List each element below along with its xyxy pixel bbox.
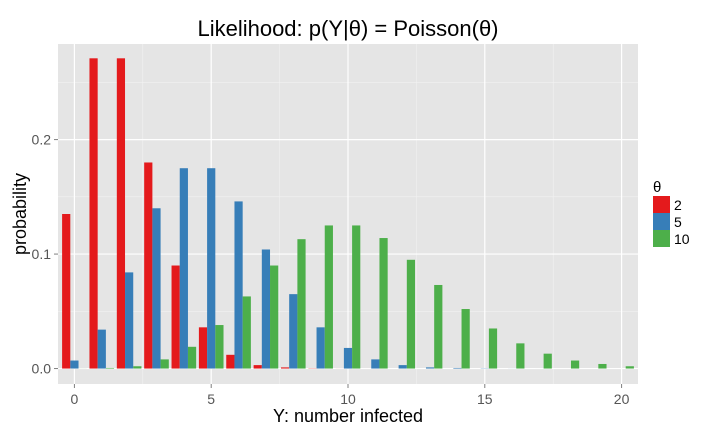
bar-theta-10 [406,259,416,369]
bar-theta-10 [270,265,279,369]
bar-theta-10 [570,360,580,369]
x-tick-label: 20 [614,391,630,407]
bar-theta-2 [226,354,235,369]
bar-theta-10 [352,225,361,369]
bar-theta-10 [105,367,115,369]
x-tick-label: 0 [71,391,79,407]
bar-theta-5 [371,359,380,369]
bar-theta-5 [316,327,325,369]
x-tick-label: 15 [477,391,493,407]
x-axis-title: Y: number infected [273,406,423,426]
bar-theta-5 [343,347,353,369]
bar-theta-5 [152,208,161,369]
bar-theta-10 [488,328,498,369]
bar-theta-10 [598,363,607,369]
bar-theta-5 [125,272,134,369]
bar-theta-10 [215,325,224,369]
bar-theta-5 [289,294,298,369]
bar-theta-10 [516,343,525,369]
bar-theta-2 [144,162,153,369]
x-axis: 0 5 10 15 20 [71,384,630,407]
y-tick-label: 0.1 [32,246,52,262]
bar-theta-10 [133,366,142,369]
bar-theta-5 [234,201,243,369]
legend-label-5: 5 [674,214,682,230]
legend-swatch-5 [653,213,670,230]
bar-theta-10 [379,238,388,369]
bar-theta-2 [89,58,98,369]
bar-theta-2 [198,327,208,369]
x-tick-label: 5 [207,391,215,407]
legend-title: θ [653,179,661,196]
bar-theta-10 [324,225,333,369]
bar-theta-10 [160,359,169,369]
bar-theta-5 [207,168,216,369]
y-axis: 0.0 0.1 0.2 [32,132,58,377]
bar-theta-10 [461,309,470,369]
bar-theta-10 [434,284,443,369]
bar-theta-5 [398,365,407,369]
bar-theta-10 [297,239,306,369]
legend-swatch-10 [653,230,670,247]
y-tick-label: 0.0 [32,361,52,377]
legend-label-10: 10 [674,231,690,247]
x-tick-label: 10 [340,391,356,407]
bars [62,58,634,369]
y-tick-label: 0.2 [32,132,52,148]
bar-theta-2 [253,365,262,369]
bar-theta-5 [97,329,106,369]
bar-theta-10 [543,353,552,369]
bar-theta-5 [179,168,188,369]
legend-swatch-2 [653,196,670,213]
bar-theta-5 [453,367,462,369]
bar-theta-10 [187,346,197,369]
legend-label-2: 2 [674,197,682,213]
chart-title: Likelihood: p(Y|θ) = Poisson(θ) [197,16,498,41]
bar-theta-5 [425,367,435,369]
bar-theta-10 [625,366,634,369]
bar-theta-2 [171,265,180,369]
bar-theta-2 [280,367,290,369]
y-axis-title: probability [10,173,30,255]
bar-theta-2 [62,214,71,369]
bar-theta-10 [242,296,251,369]
bar-theta-2 [116,58,126,369]
bar-theta-5 [261,249,271,369]
bar-theta-5 [70,360,79,369]
